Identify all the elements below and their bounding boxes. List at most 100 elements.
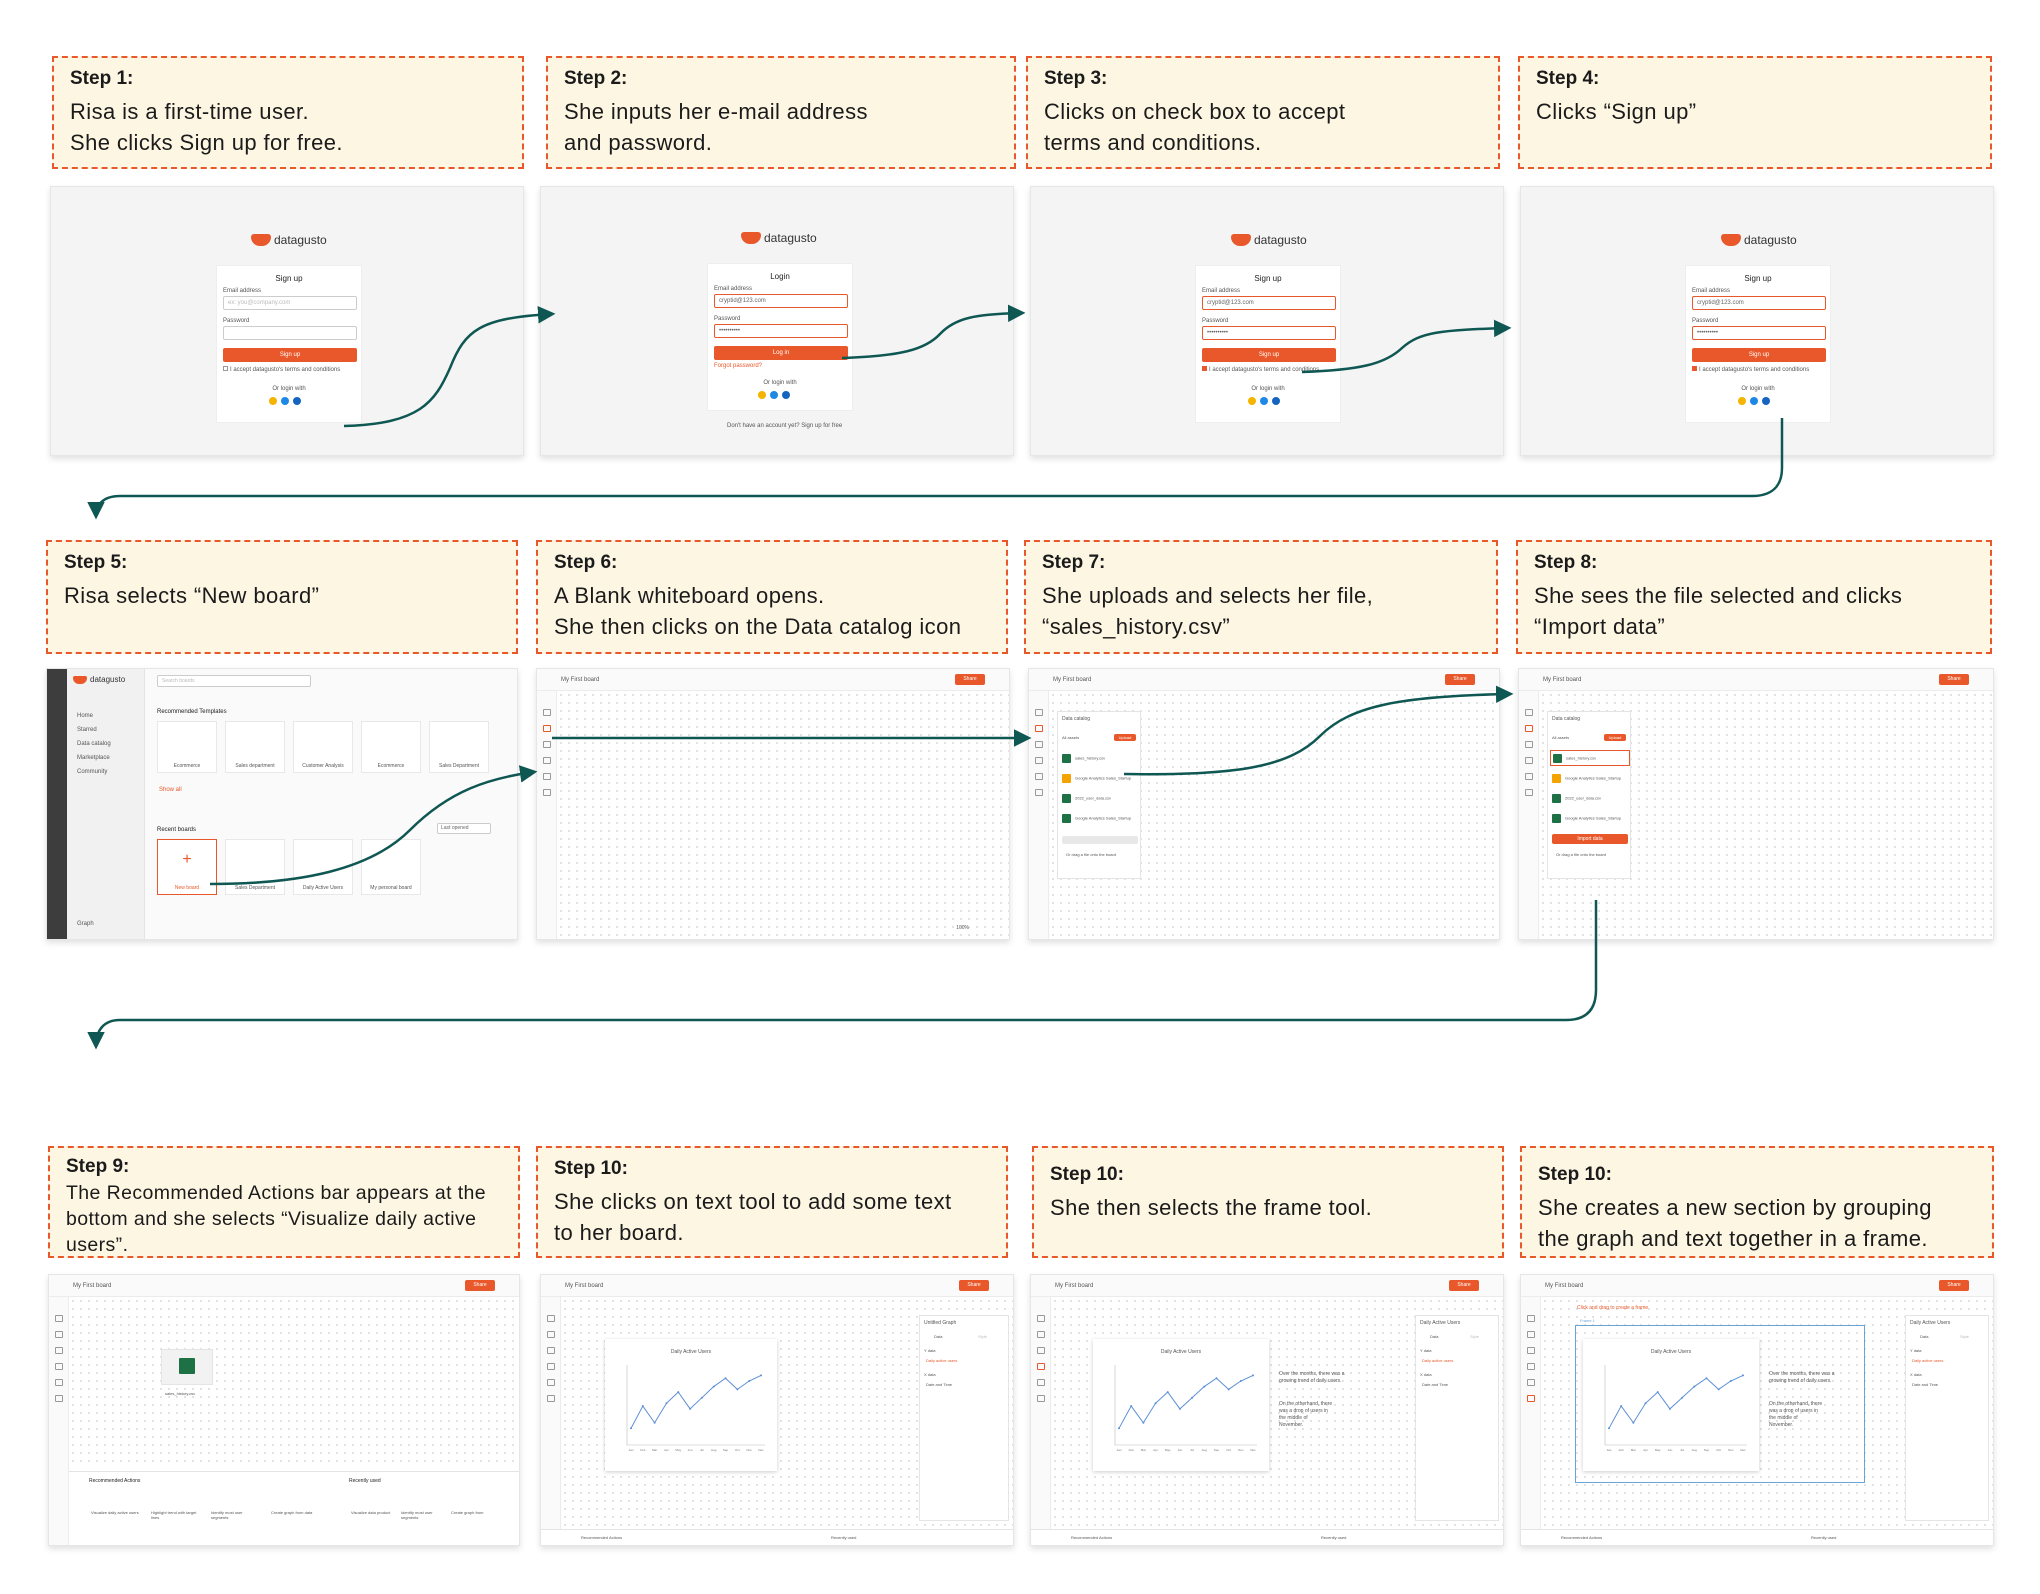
- daily-active-users-chart[interactable]: Daily Active Users Jan Feb Mar Apr May Jun Jul…: [1093, 1339, 1269, 1471]
- file-object-card[interactable]: [161, 1349, 213, 1385]
- sidebar-item-marketplace[interactable]: Marketplace: [77, 755, 110, 761]
- y-data-value[interactable]: Daily active users: [1912, 1358, 1944, 1363]
- terms-checkbox[interactable]: I accept datagusto's terms and condition…: [223, 366, 340, 373]
- board-title[interactable]: My First board: [1545, 1283, 1584, 1289]
- file-item[interactable]: sales_history.csv: [1062, 754, 1105, 763]
- tab-data[interactable]: Data: [934, 1334, 943, 1339]
- daily-active-users-chart[interactable]: Daily Active Users Jan Feb Mar Apr May Jun Jul…: [1583, 1339, 1759, 1471]
- tab-style[interactable]: Style: [1960, 1334, 1969, 1339]
- email-field[interactable]: ex: you@company.com: [223, 296, 357, 310]
- tab-data[interactable]: Data: [1430, 1334, 1439, 1339]
- board-title[interactable]: My First board: [73, 1283, 112, 1289]
- board-card[interactable]: My personal board: [361, 839, 421, 895]
- recently-used-label: Recently used: [1321, 1535, 1347, 1540]
- signup-button[interactable]: Sign up: [1692, 348, 1826, 362]
- file-item[interactable]: Google Analytics Sales_Startup: [1552, 814, 1621, 823]
- tab-style[interactable]: Style: [978, 1334, 987, 1339]
- all-assets-filter[interactable]: All assets: [1552, 735, 1570, 740]
- file-item-selected[interactable]: sales_history.csv: [1550, 750, 1630, 766]
- template-card[interactable]: Sales Department: [429, 721, 489, 773]
- action-identify-segments[interactable]: Identify most user segments: [211, 1510, 243, 1520]
- x-data-value[interactable]: Date and Time: [1912, 1382, 1939, 1387]
- import-data-button[interactable]: Import data: [1552, 834, 1628, 844]
- email-field[interactable]: cryptid@123.com: [1692, 296, 1826, 310]
- social-login-buttons[interactable]: [758, 391, 790, 399]
- upload-button[interactable]: Upload: [1604, 734, 1626, 741]
- board-title[interactable]: My First board: [1055, 1283, 1094, 1289]
- upload-button[interactable]: Upload: [1114, 734, 1136, 741]
- action-create-graph[interactable]: Create graph from data: [271, 1510, 313, 1515]
- share-button[interactable]: Share: [1445, 674, 1475, 685]
- share-button[interactable]: Share: [955, 674, 985, 685]
- sidebar-item-home[interactable]: Home: [77, 713, 94, 719]
- recent-create-graph[interactable]: Create graph from: [451, 1510, 484, 1515]
- sidebar-item-data-catalog[interactable]: Data catalog: [77, 741, 111, 747]
- template-card[interactable]: Ecommerce: [361, 721, 421, 773]
- share-button[interactable]: Share: [1939, 674, 1969, 685]
- password-field[interactable]: ••••••••••: [714, 324, 848, 338]
- recent-identify-segments[interactable]: Identify most user segments: [401, 1510, 433, 1520]
- recommended-actions-collapsed[interactable]: Recommended Actions Recently used: [541, 1529, 1013, 1545]
- tab-style[interactable]: Style: [1470, 1334, 1479, 1339]
- forgot-password-link[interactable]: Forgot password?: [714, 363, 763, 369]
- x-tick-label: Jul: [1680, 1448, 1684, 1452]
- share-button[interactable]: Share: [1939, 1280, 1969, 1291]
- board-title[interactable]: My First board: [565, 1283, 604, 1289]
- signup-link[interactable]: Don't have an account yet? Sign up for f…: [727, 423, 843, 429]
- search-boards-input[interactable]: Search boards: [157, 675, 311, 687]
- sort-select[interactable]: Last opened: [437, 823, 491, 834]
- sidebar-item-starred[interactable]: Starred: [77, 727, 97, 733]
- terms-checkbox[interactable]: I accept datagusto's terms and condition…: [1202, 366, 1319, 373]
- template-card[interactable]: Customer Analysis: [293, 721, 353, 773]
- note-growing-trend[interactable]: Over the months, there was a growing tre…: [1279, 1371, 1345, 1384]
- signup-button[interactable]: Sign up: [223, 348, 357, 362]
- recent-visualize-data-product[interactable]: Visualize data product: [351, 1510, 391, 1515]
- password-field[interactable]: [223, 326, 357, 340]
- action-highlight-trend[interactable]: Highlight trend with target lines: [151, 1510, 197, 1520]
- file-item[interactable]: Google Analytics Sales_Startup: [1552, 774, 1621, 783]
- share-button[interactable]: Share: [1449, 1280, 1479, 1291]
- note-drop-november[interactable]: On the otherhand, there was a drop of us…: [1279, 1401, 1333, 1428]
- social-login-buttons[interactable]: [269, 397, 301, 405]
- sidebar-item-community[interactable]: Community: [77, 769, 108, 775]
- social-login-buttons[interactable]: [1738, 397, 1770, 405]
- show-all-link[interactable]: Show all: [159, 787, 182, 793]
- file-item[interactable]: 2022_user_data.csv: [1062, 794, 1111, 803]
- email-field[interactable]: cryptid@123.com: [1202, 296, 1336, 310]
- zoom-level[interactable]: 100%: [956, 925, 969, 931]
- x-data-value[interactable]: Date and Time: [926, 1382, 953, 1387]
- password-field[interactable]: ••••••••••: [1202, 326, 1336, 340]
- recommended-actions-collapsed[interactable]: Recommended Actions Recently used: [1031, 1529, 1503, 1545]
- recommended-actions-collapsed[interactable]: Recommended Actions Recently used: [1521, 1529, 1993, 1545]
- board-title[interactable]: My First board: [1053, 677, 1092, 683]
- file-item[interactable]: Google Analytics Sales_Startup: [1062, 774, 1131, 783]
- file-item[interactable]: Google Analytics Sales_Startup: [1062, 814, 1131, 823]
- signup-button[interactable]: Sign up: [1202, 348, 1336, 362]
- email-field[interactable]: cryptid@123.com: [714, 294, 848, 308]
- password-field[interactable]: ••••••••••: [1692, 326, 1826, 340]
- y-data-value[interactable]: Daily active users: [1422, 1358, 1454, 1363]
- frame-1[interactable]: Frame 1: [1575, 1318, 1865, 1483]
- share-button[interactable]: Share: [465, 1280, 495, 1291]
- share-button[interactable]: Share: [959, 1280, 989, 1291]
- file-item[interactable]: 2022_user_data.csv: [1552, 794, 1601, 803]
- daily-active-users-chart[interactable]: Daily Active Users Jan Feb Mar Apr May Jun Jul…: [605, 1339, 777, 1471]
- board-card[interactable]: Daily Active Users: [293, 839, 353, 895]
- x-data-value[interactable]: Date and Time: [1422, 1382, 1449, 1387]
- all-assets-filter[interactable]: All assets: [1062, 735, 1080, 740]
- note-drop-november[interactable]: On the otherhand, there was a drop of us…: [1769, 1401, 1823, 1428]
- social-login-buttons[interactable]: [1248, 397, 1280, 405]
- import-button-disabled[interactable]: [1062, 836, 1138, 844]
- tab-data[interactable]: Data: [1920, 1334, 1929, 1339]
- template-card[interactable]: Sales department: [225, 721, 285, 773]
- board-title[interactable]: My First board: [561, 677, 600, 683]
- new-board-card[interactable]: + New board: [157, 839, 217, 895]
- template-card[interactable]: Ecommerce: [157, 721, 217, 773]
- note-growing-trend[interactable]: Over the months, there was a growing tre…: [1769, 1371, 1835, 1384]
- board-card[interactable]: Sales Department: [225, 839, 285, 895]
- board-title[interactable]: My First board: [1543, 677, 1582, 683]
- y-data-value[interactable]: Daily active users: [926, 1358, 958, 1363]
- login-button[interactable]: Log in: [714, 346, 848, 360]
- terms-checkbox[interactable]: I accept datagusto's terms and condition…: [1692, 366, 1809, 373]
- action-visualize-daily-active-users[interactable]: Visualize daily active users: [91, 1510, 139, 1515]
